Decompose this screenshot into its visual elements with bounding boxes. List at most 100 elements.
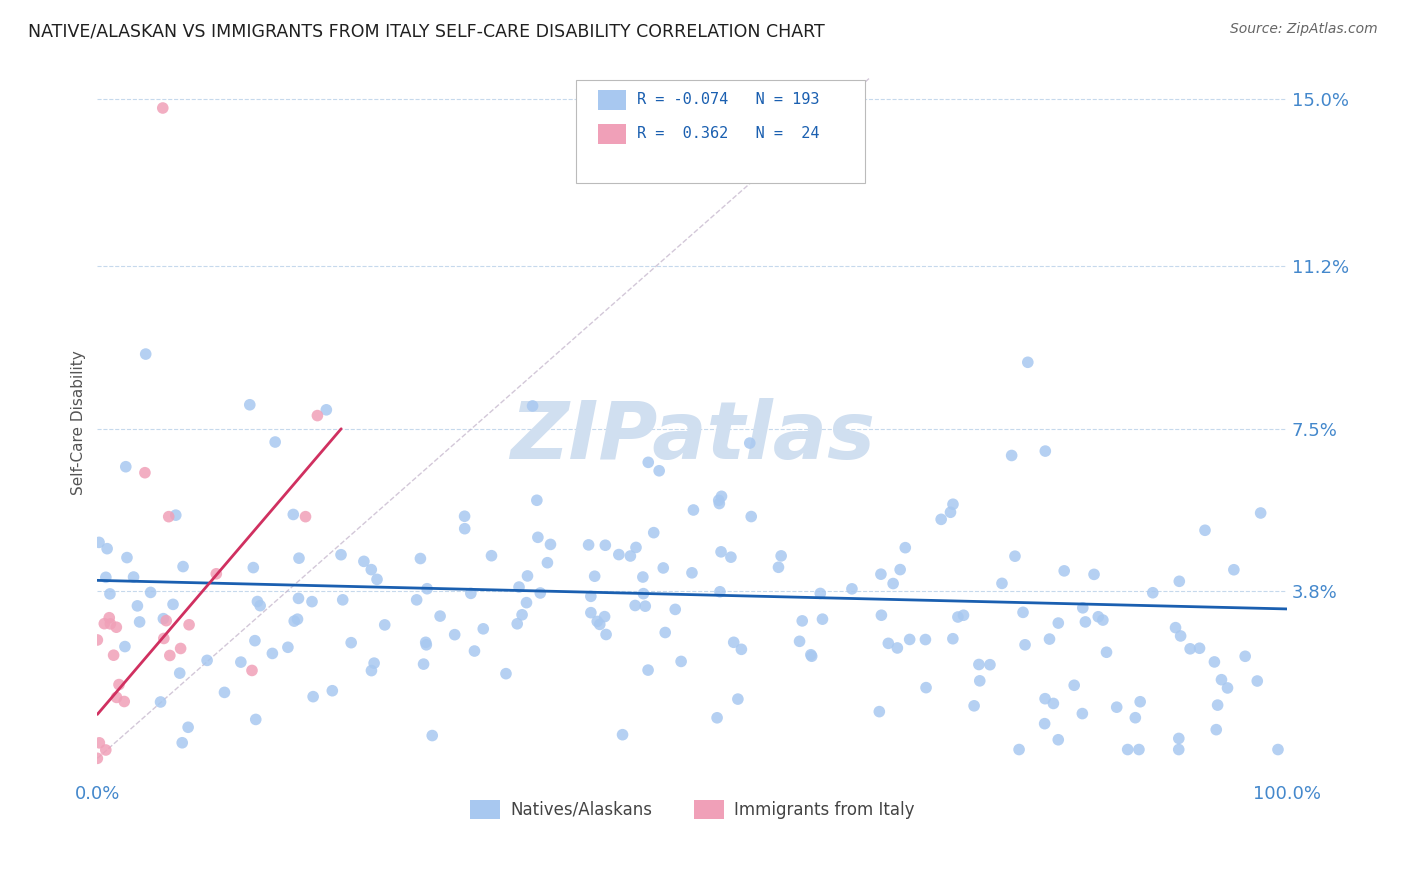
Point — [631, 570, 654, 584]
Point — [991, 576, 1014, 591]
Point — [664, 602, 686, 616]
Point — [1001, 449, 1024, 463]
Point — [155, 614, 177, 628]
Point — [162, 598, 184, 612]
Point — [481, 549, 503, 563]
Point — [522, 399, 544, 413]
Point — [738, 436, 761, 450]
Point — [287, 591, 309, 606]
Point — [122, 570, 145, 584]
Point — [134, 466, 156, 480]
Point — [1063, 678, 1085, 692]
Point — [1014, 638, 1036, 652]
Point — [841, 582, 863, 596]
Point — [800, 648, 823, 662]
Point — [1246, 673, 1268, 688]
Point — [886, 640, 908, 655]
Point — [159, 648, 181, 663]
Point — [94, 570, 117, 584]
Point — [283, 614, 305, 628]
Point — [287, 612, 309, 626]
Point — [1008, 742, 1031, 756]
Point — [1083, 567, 1105, 582]
Point — [740, 509, 762, 524]
Point — [100, 616, 122, 631]
Point — [593, 609, 616, 624]
Point — [360, 563, 382, 577]
Point — [870, 567, 893, 582]
Point — [177, 720, 200, 734]
Point — [1087, 609, 1109, 624]
Point — [1216, 681, 1239, 695]
Point — [1204, 655, 1226, 669]
Point — [595, 627, 617, 641]
Point — [420, 729, 443, 743]
Y-axis label: Self-Care Disability: Self-Care Disability — [72, 350, 86, 494]
Point — [882, 576, 904, 591]
Point — [877, 636, 900, 650]
Point — [508, 580, 530, 594]
Point — [242, 560, 264, 574]
Point — [360, 664, 382, 678]
Point — [682, 503, 704, 517]
Text: R =  0.362   N =  24: R = 0.362 N = 24 — [637, 127, 820, 141]
Point — [607, 548, 630, 562]
Point — [135, 347, 157, 361]
Point — [681, 566, 703, 580]
Point — [595, 538, 617, 552]
Point — [710, 545, 733, 559]
Point — [1074, 615, 1097, 629]
Point — [105, 620, 128, 634]
Point — [1168, 574, 1191, 589]
Point — [103, 648, 125, 663]
Point — [709, 584, 731, 599]
Point — [239, 398, 262, 412]
Point — [914, 632, 936, 647]
Point — [86, 632, 108, 647]
Point — [405, 592, 427, 607]
Point — [800, 649, 823, 664]
Point — [637, 663, 659, 677]
Point — [1105, 700, 1128, 714]
Point — [363, 656, 385, 670]
Point — [302, 690, 325, 704]
Point — [105, 690, 128, 705]
Point — [707, 493, 730, 508]
Text: ZIPatlas: ZIPatlas — [509, 398, 875, 475]
Point — [1188, 641, 1211, 656]
Point — [249, 599, 271, 613]
Point — [720, 550, 742, 565]
Point — [529, 586, 551, 600]
Point — [1091, 613, 1114, 627]
Point — [374, 618, 396, 632]
Point — [1033, 444, 1056, 458]
Point — [811, 612, 834, 626]
Point — [307, 409, 329, 423]
Point — [139, 585, 162, 599]
Point — [412, 657, 434, 672]
Point — [967, 657, 990, 672]
Point — [96, 541, 118, 556]
Point — [506, 616, 529, 631]
Point — [1223, 563, 1246, 577]
Point — [283, 508, 305, 522]
Point — [946, 610, 969, 624]
Point — [152, 101, 174, 115]
Point — [1047, 616, 1070, 631]
Point — [172, 736, 194, 750]
Point — [415, 635, 437, 649]
Point — [792, 614, 814, 628]
Point — [1206, 698, 1229, 712]
Point — [768, 560, 790, 574]
Point — [515, 596, 537, 610]
Point — [889, 563, 911, 577]
Point — [1004, 549, 1026, 564]
Point — [527, 530, 550, 544]
Point — [108, 677, 131, 691]
Point — [1170, 629, 1192, 643]
Point — [929, 512, 952, 526]
Point — [264, 435, 287, 450]
Point — [770, 549, 793, 563]
Point — [516, 569, 538, 583]
Point — [321, 683, 343, 698]
